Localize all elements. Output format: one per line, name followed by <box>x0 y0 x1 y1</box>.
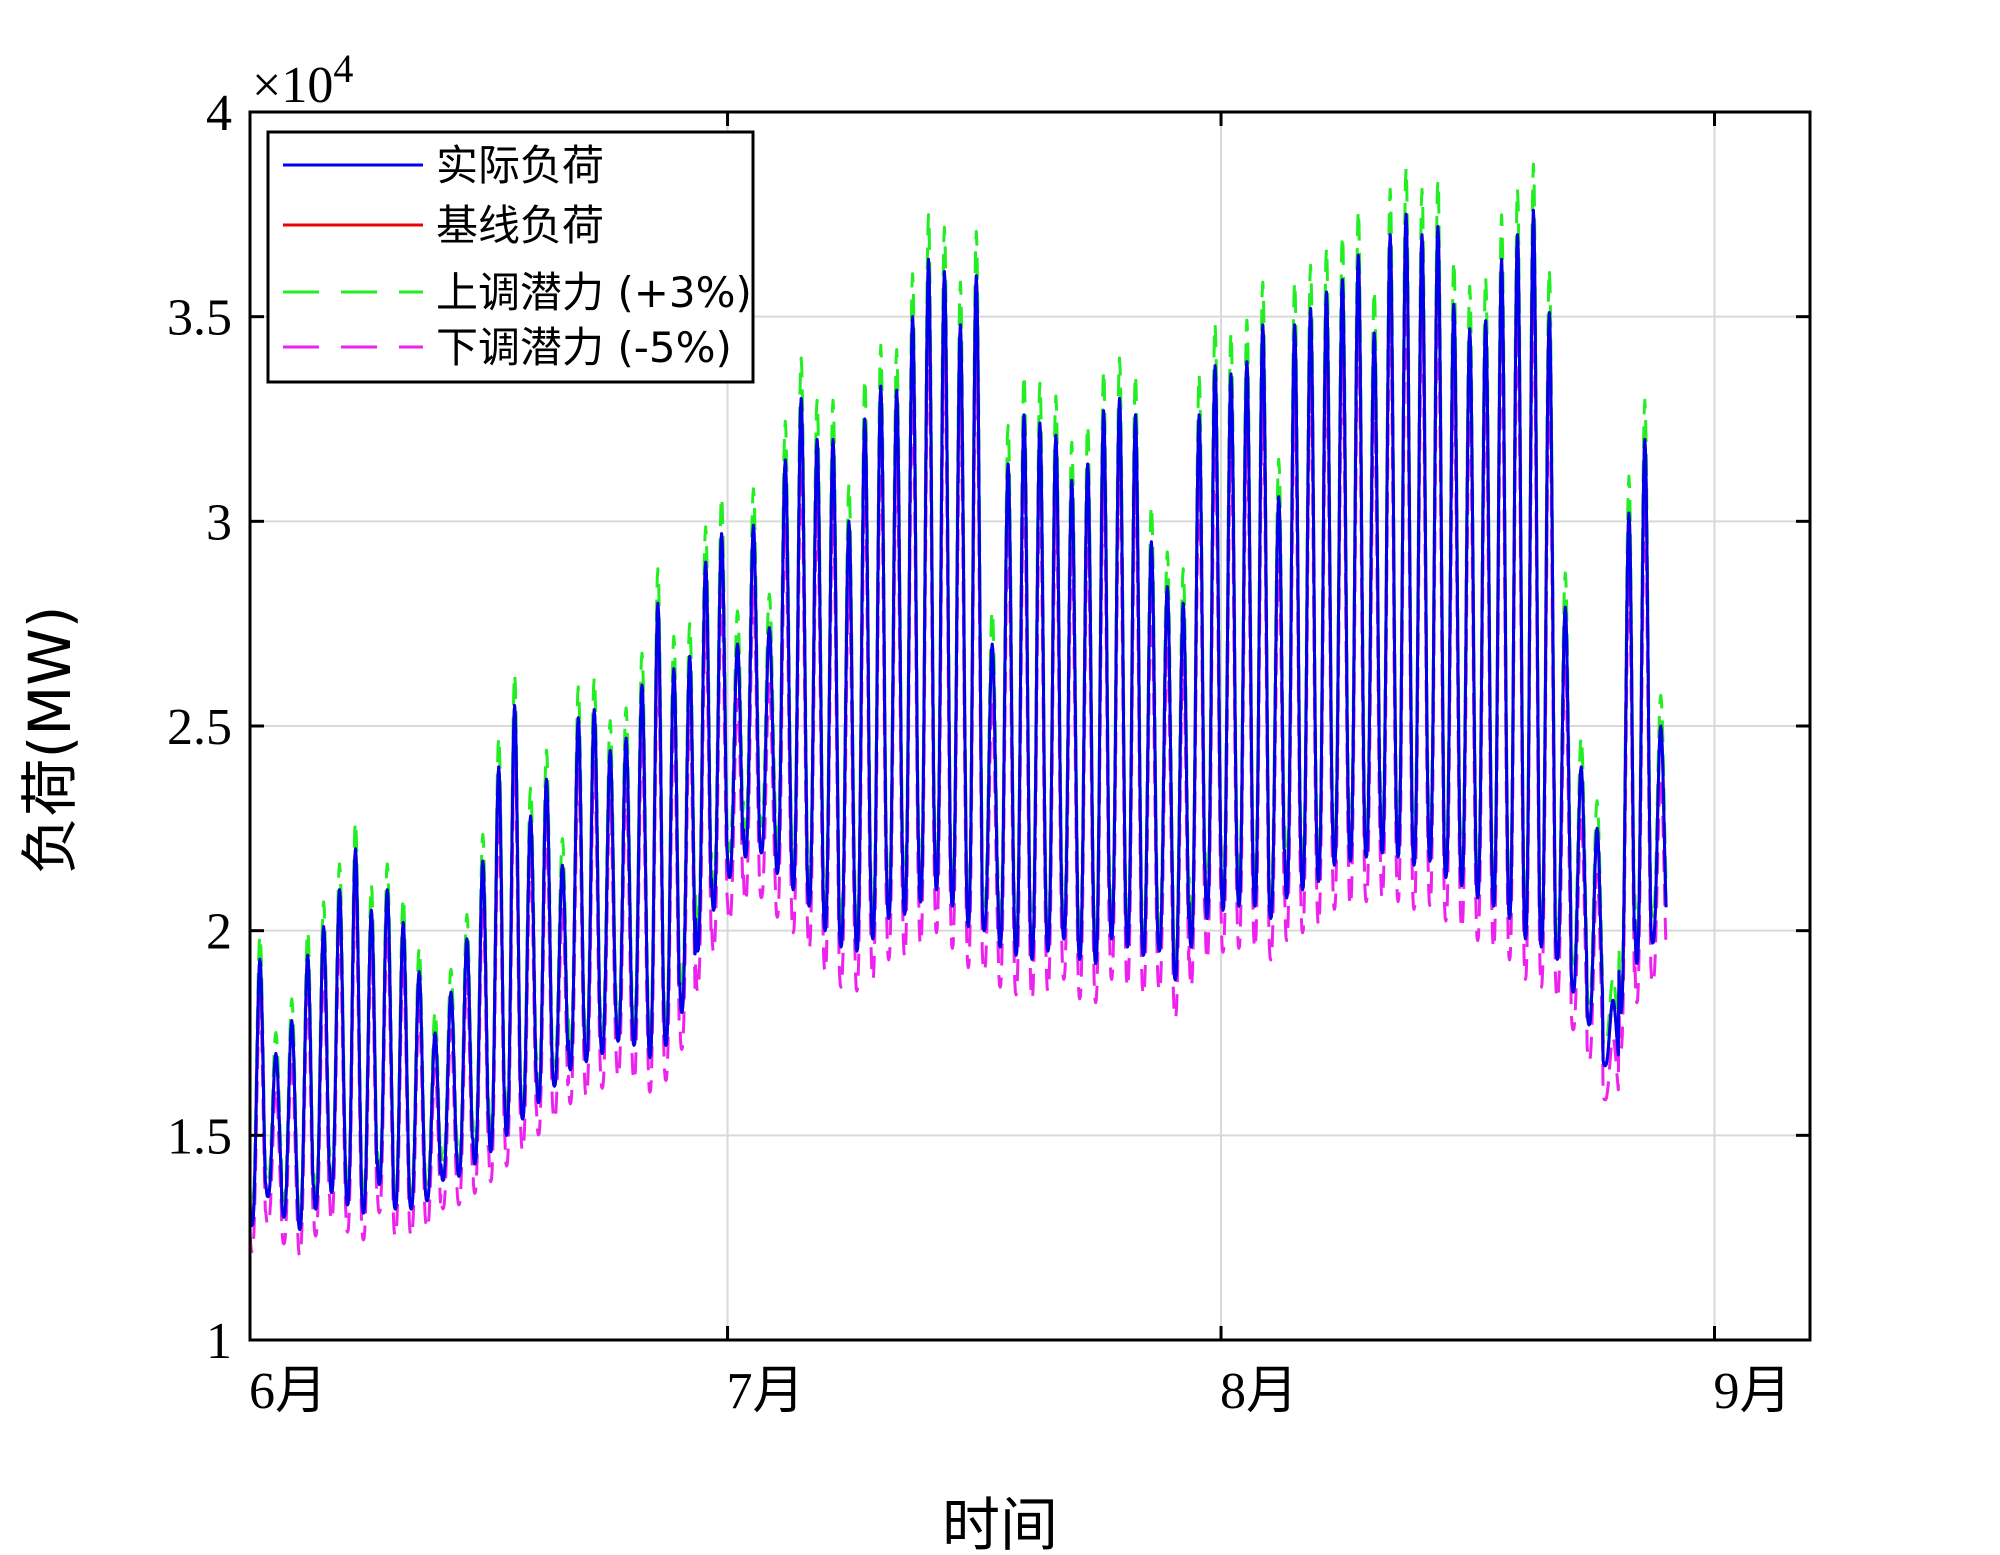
legend-label-baseline: 基线负荷 <box>436 201 604 250</box>
x-tick-label: 6月 <box>249 1363 327 1420</box>
y-tick-label: 3.5 <box>167 290 232 347</box>
x-tick-label: 7月 <box>727 1363 805 1420</box>
y-tick-label: 2.5 <box>167 699 232 756</box>
y-multiplier-label: ×104 <box>252 46 353 114</box>
y-tick-label: 1.5 <box>167 1108 232 1165</box>
y-axis-title: 负荷(MW) <box>16 606 84 875</box>
y-tick-label: 3 <box>206 494 232 551</box>
series-layer <box>248 162 1668 1257</box>
legend-entry-up: 上调潜力 (+3%) <box>283 268 752 317</box>
y-tick-label: 4 <box>206 85 232 142</box>
y-tick-label: 1 <box>206 1313 232 1370</box>
legend-entry-baseline: 基线负荷 <box>283 201 604 250</box>
legend: 实际负荷 基线负荷 上调潜力 (+3%) 下调潜力 (-5%) <box>266 130 755 384</box>
legend-label-down: 下调潜力 (-5%) <box>436 323 732 372</box>
y-tick-label: 2 <box>206 904 232 961</box>
x-tick-label: 9月 <box>1713 1363 1791 1420</box>
legend-entry-down: 下调潜力 (-5%) <box>283 323 732 372</box>
series-line-0 <box>248 208 1668 1231</box>
tick-labels: 1 1.5 2 2.5 3 3.5 4 6月 7月 8月 9月 <box>167 85 1791 1420</box>
x-tick-label: 8月 <box>1220 1363 1298 1420</box>
legend-box <box>266 130 755 384</box>
legend-entry-actual: 实际负荷 <box>283 141 604 190</box>
legend-label-up: 上调潜力 (+3%) <box>436 268 752 317</box>
tick-marks <box>248 110 1810 1342</box>
legend-label-actual: 实际负荷 <box>436 141 604 190</box>
x-axis-title: 时间 <box>942 1491 1058 1555</box>
